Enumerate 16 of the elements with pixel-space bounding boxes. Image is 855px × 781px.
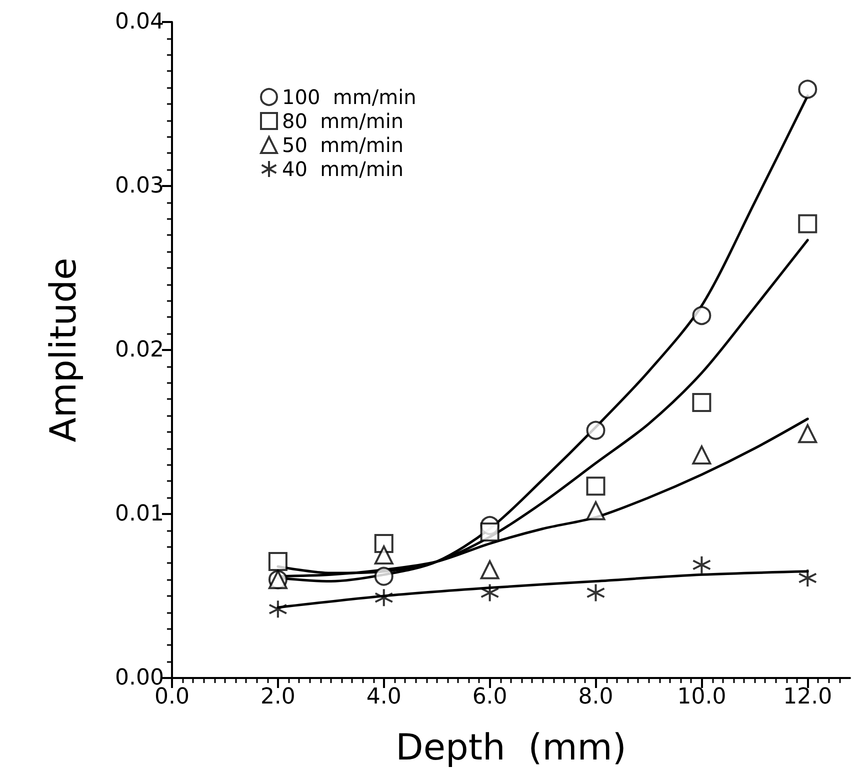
x-tick-label: 12.0: [783, 684, 832, 710]
x-tick-label: 10.0: [677, 684, 726, 710]
x-axis-title: Depth (mm): [396, 728, 626, 768]
legend-label: 80 mm/min: [282, 109, 404, 133]
y-tick-label: 0.01: [115, 502, 164, 526]
legend-label: 100 mm/min: [282, 85, 416, 109]
y-axis-title: Amplitude: [44, 258, 84, 442]
x-tick-label: 8.0: [578, 684, 614, 710]
legend-label: 50 mm/min: [282, 133, 404, 157]
x-tick-label: 6.0: [472, 684, 508, 710]
legend-label: 40 mm/min: [282, 157, 404, 181]
y-tick-label: 0.02: [115, 338, 164, 362]
y-tick-label: 0.03: [115, 174, 164, 198]
x-tick-label: 2.0: [260, 684, 296, 710]
y-tick-label: 0.04: [115, 10, 164, 34]
x-tick-label: 4.0: [366, 684, 402, 710]
